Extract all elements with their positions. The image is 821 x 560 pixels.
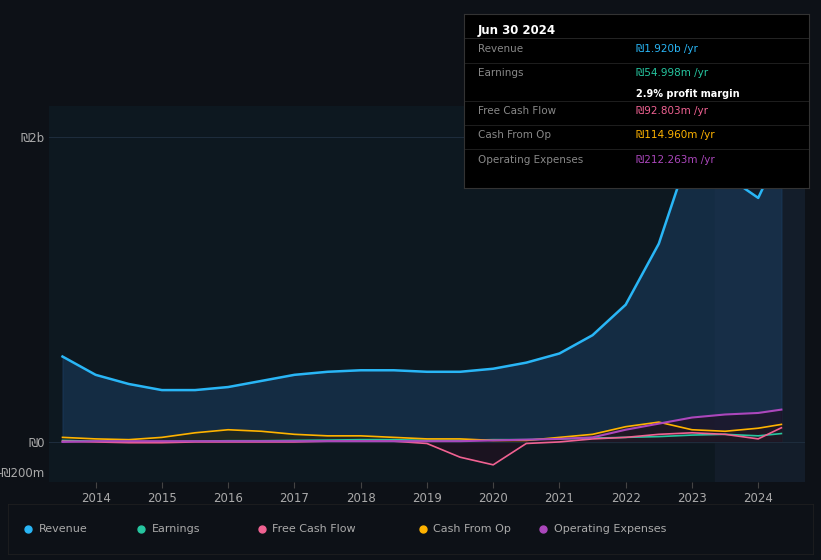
Bar — [715, 106, 805, 482]
Text: ₪114.960m /yr: ₪114.960m /yr — [636, 130, 715, 141]
Text: ₪92.803m /yr: ₪92.803m /yr — [636, 106, 709, 116]
Text: Revenue: Revenue — [478, 44, 523, 54]
Text: Free Cash Flow: Free Cash Flow — [478, 106, 556, 116]
Text: Jun 30 2024: Jun 30 2024 — [478, 25, 556, 38]
Text: 2.9% profit margin: 2.9% profit margin — [636, 88, 740, 99]
Text: Free Cash Flow: Free Cash Flow — [272, 524, 355, 534]
Text: Revenue: Revenue — [39, 524, 88, 534]
Text: Earnings: Earnings — [478, 68, 523, 78]
Text: Earnings: Earnings — [151, 524, 200, 534]
Text: ₪212.263m /yr: ₪212.263m /yr — [636, 155, 715, 165]
Text: Operating Expenses: Operating Expenses — [478, 155, 583, 165]
Text: Cash From Op: Cash From Op — [478, 130, 551, 141]
Text: Cash From Op: Cash From Op — [433, 524, 511, 534]
Text: ₪1.920b /yr: ₪1.920b /yr — [636, 44, 698, 54]
Text: ₪54.998m /yr: ₪54.998m /yr — [636, 68, 709, 78]
Text: Operating Expenses: Operating Expenses — [553, 524, 666, 534]
